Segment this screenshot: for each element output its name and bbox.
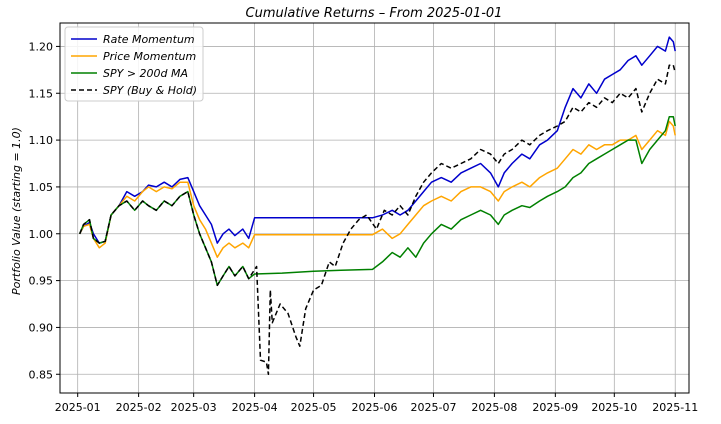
series-line-price-momentum xyxy=(79,120,676,258)
y-tick-label: 1.10 xyxy=(29,134,54,147)
legend-label: SPY > 200d MA xyxy=(103,67,188,80)
series-line-spy-buy-hold xyxy=(79,64,676,376)
x-tick-label: 2025-09 xyxy=(532,401,578,414)
y-tick-label: 1.05 xyxy=(29,181,54,194)
x-tick-label: 2025-08 xyxy=(471,401,517,414)
x-tick-label: 2025-07 xyxy=(410,401,456,414)
series-line-rate-momentum xyxy=(79,36,676,244)
x-tick-label: 2025-06 xyxy=(352,401,398,414)
x-tick-label: 2025-03 xyxy=(171,401,217,414)
legend-box xyxy=(64,26,204,102)
x-tick-label: 2025-10 xyxy=(591,401,637,414)
chart-title: Cumulative Returns – From 2025-01-01 xyxy=(246,6,503,21)
legend: Rate Momentum Price Momentum SPY > 200d MA… xyxy=(64,26,204,102)
legend-label: Rate Momentum xyxy=(103,33,195,46)
tick-layer: 2025-01 2025-02 2025-03 2025-04 2025-05 2025-… xyxy=(29,40,699,414)
x-tick-label: 2025-02 xyxy=(116,401,162,414)
legend-items: Rate Momentum Price Momentum SPY > 200d MA… xyxy=(71,33,197,97)
x-tick-label: 2025-04 xyxy=(232,401,278,414)
series-layer xyxy=(79,36,676,376)
x-tick-label: 2025-11 xyxy=(652,401,698,414)
legend-label: Price Momentum xyxy=(103,50,196,63)
y-tick-label: 1.15 xyxy=(29,87,54,100)
y-tick-label: 1.20 xyxy=(29,40,54,53)
series-line-spy-200d-ma xyxy=(79,115,676,287)
y-tick-label: 0.90 xyxy=(29,321,54,334)
y-tick-label: 0.95 xyxy=(29,275,54,288)
y-axis-label: Portfolio Value (starting = 1.0) xyxy=(10,127,23,295)
x-tick-label: 2025-01 xyxy=(55,401,101,414)
legend-label: SPY (Buy & Hold) xyxy=(103,84,197,97)
y-tick-label: 1.00 xyxy=(29,228,54,241)
x-tick-label: 2025-05 xyxy=(291,401,337,414)
y-tick-label: 0.85 xyxy=(29,368,54,381)
